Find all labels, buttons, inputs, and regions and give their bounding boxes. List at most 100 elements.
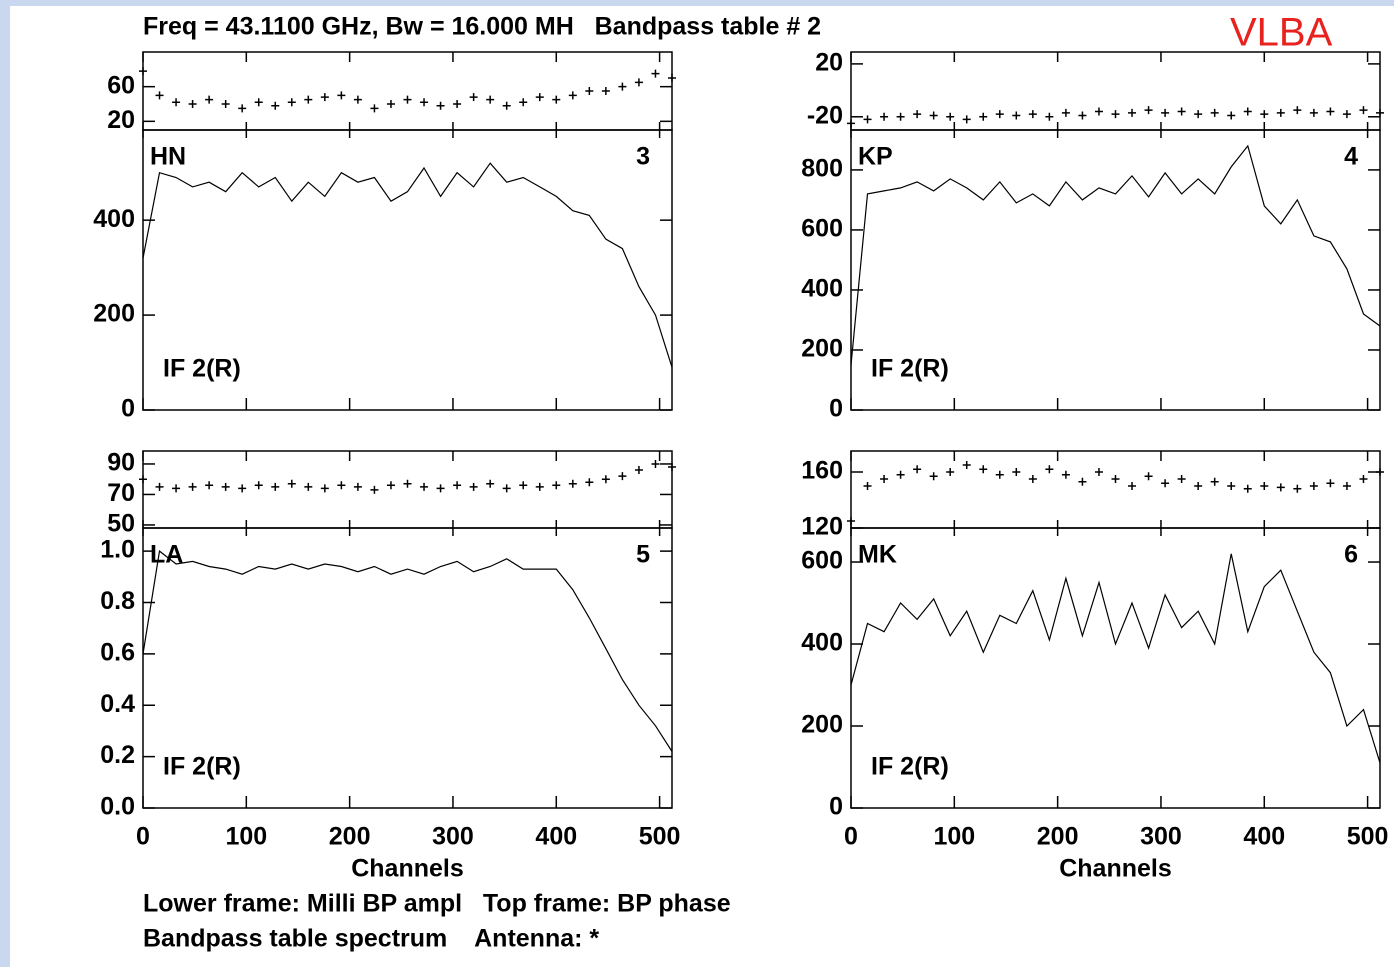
phase-point [188,482,197,491]
amplitude-line [850,553,1381,764]
phase-point [205,481,214,490]
phase-point [1111,110,1120,119]
phase-point [436,484,445,493]
phase-point [1342,110,1351,119]
x-axis-label: Channels [351,855,464,883]
phase-point [221,482,230,491]
phase-point [337,481,346,490]
phase-point [651,69,660,78]
phase-point [155,482,164,491]
phase-point [320,484,329,493]
y-tick-label: 400 [93,205,135,233]
y-tick-label: 200 [801,335,843,363]
phase-point [1227,111,1236,120]
amplitude-line [142,162,673,368]
y-tick-label: 0 [829,793,843,821]
phase-point [271,101,280,110]
y-tick-label: -20 [807,101,843,129]
phase-point [519,481,528,490]
phase-point [188,100,197,108]
y-tick-label: 600 [801,215,843,243]
amplitude-line [142,550,673,752]
x-tick-label: 500 [639,823,681,851]
phase-point [651,459,660,468]
phase-point [1326,479,1335,488]
phase-point [946,112,955,121]
phase-point [1045,112,1054,121]
phase-point [486,95,495,104]
phase-point [139,67,147,76]
phase-point [1045,465,1054,474]
phase-point [254,481,263,490]
frame [850,129,1381,411]
y-tick-label: 0.2 [100,741,135,769]
phase-point [1144,472,1153,481]
phase-point [436,101,445,110]
phase-point [1359,475,1368,483]
antenna-label: HN [150,143,186,171]
phase-point [1161,479,1170,488]
phase-point [618,472,627,481]
antenna-label: LA [150,541,183,569]
phase-point [403,479,412,488]
y-tick-label: 0 [829,395,843,423]
x-tick-label: 500 [1347,823,1389,851]
phase-point [1260,482,1269,490]
phase-point [1128,482,1137,490]
x-tick-label: 400 [535,823,577,851]
phase-point [304,482,313,491]
phase-point [469,93,478,102]
phase-point [585,87,594,95]
phase-point [287,98,296,107]
x-tick-label: 400 [1243,823,1285,851]
if-label: IF 2(R) [871,355,949,383]
phase-point [1260,110,1269,119]
phase-point [1177,107,1186,116]
phase-point [1194,482,1203,490]
phase-point [896,470,905,479]
phase-point [880,112,889,121]
phase-point [1326,107,1335,116]
phase-point [863,482,872,490]
phase-point [1144,106,1153,115]
y-tick-label: 90 [107,449,135,477]
canvas [10,6,1394,967]
chart-title: Freq = 43.1100 GHz, Bw = 16.000 MH Bandp… [143,13,821,41]
phase-point [668,463,676,472]
phase-point [979,465,988,474]
phase-point [205,95,214,104]
phase-point [271,482,280,491]
x-tick-label: 300 [1140,823,1182,851]
phase-point [403,95,412,104]
phase-point [1128,108,1137,117]
phase-point [1094,107,1103,116]
if-label: IF 2(R) [163,355,241,383]
phase-point [502,101,511,110]
y-tick-label: 0.4 [100,690,135,718]
phase-point [668,74,676,82]
phase-point [172,98,181,107]
frame [142,129,673,411]
phase-point [962,115,971,124]
phase-point [155,91,164,100]
phase-point [1111,475,1120,483]
phase-point [1276,483,1285,492]
phase-point [995,470,1004,479]
phase-point [1243,107,1252,116]
y-tick-label: 0.0 [100,793,135,821]
phase-point [287,479,296,488]
phase-point [320,93,329,102]
phase-point [1177,475,1186,483]
y-tick-label: 0.8 [100,587,135,615]
phase-point [386,100,395,108]
phase-point [1309,482,1318,490]
phase-point [1342,482,1351,490]
y-tick-label: 20 [815,49,843,77]
phase-point [618,82,627,91]
y-tick-label: 120 [801,513,843,541]
phase-point [1194,110,1203,119]
antenna-label: MK [858,541,897,569]
phase-point [1078,477,1087,486]
x-tick-label: 100 [225,823,267,851]
phase-point [1094,468,1103,476]
